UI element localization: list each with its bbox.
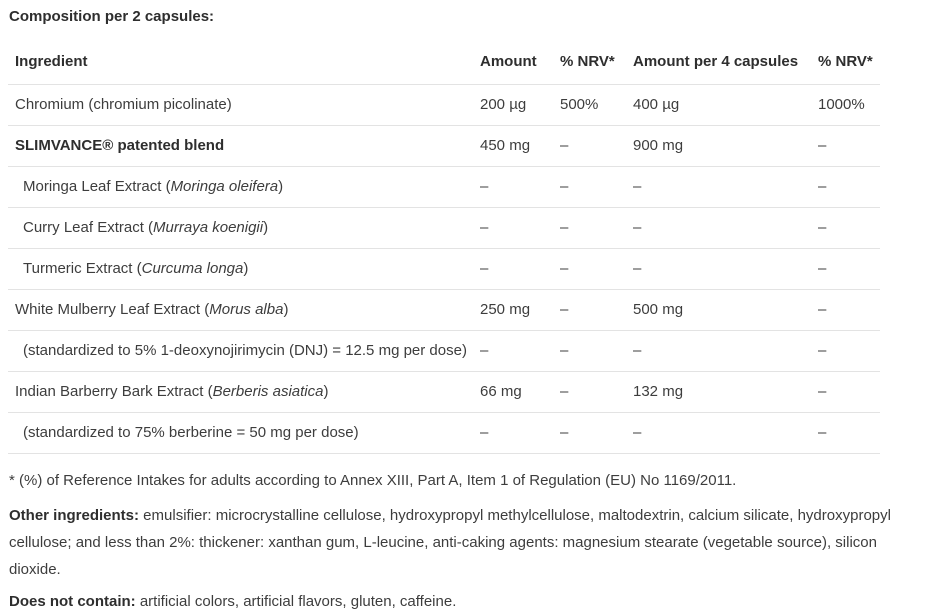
nrv-cell: – (560, 330, 633, 372)
header-row: Ingredient Amount % NRV* Amount per 4 ca… (8, 39, 880, 85)
nrv-cell: 500% (560, 84, 633, 126)
amount-4-cell: 132 mg (633, 371, 818, 413)
nrv-4-cell: – (818, 289, 880, 331)
nrv-reference-note: * (%) of Reference Intakes for adults ac… (9, 471, 737, 489)
ingredient-cell: Indian Barberry Bark Extract (Berberis a… (8, 371, 480, 413)
amount-4-cell: 900 mg (633, 125, 818, 167)
amount-cell: – (480, 248, 560, 290)
amount-4-cell: – (633, 330, 818, 372)
table-row: Turmeric Extract (Curcuma longa) – – – – (8, 248, 880, 290)
ingredient-cell: White Mulberry Leaf Extract (Morus alba) (8, 289, 480, 331)
nrv-4-cell: – (818, 330, 880, 372)
amount-cell: – (480, 207, 560, 249)
amount-cell: 450 mg (480, 125, 560, 167)
amount-cell: – (480, 166, 560, 208)
table-row: SLIMVANCE® patented blend 450 mg – 900 m… (8, 125, 880, 167)
col-header-nrv: % NRV* (560, 39, 633, 85)
nrv-cell: – (560, 371, 633, 413)
nrv-4-cell: – (818, 207, 880, 249)
does-not-contain-text: artificial colors, artificial flavors, g… (135, 592, 457, 610)
nrv-4-cell: – (818, 248, 880, 290)
amount-4-cell: – (633, 166, 818, 208)
amount-4-cell: – (633, 248, 818, 290)
ingredient-cell: SLIMVANCE® patented blend (8, 125, 480, 167)
other-ingredients-note: Other ingredients: emulsifier: microcrys… (9, 502, 926, 583)
col-header-nrv-4: % NRV* (818, 39, 880, 85)
ingredient-cell: (standardized to 75% berberine = 50 mg p… (8, 412, 480, 454)
amount-cell: 200 µg (480, 84, 560, 126)
nrv-4-cell: 1000% (818, 84, 880, 126)
page-title: Composition per 2 capsules: (9, 8, 215, 25)
col-header-amount: Amount (480, 39, 560, 85)
nrv-4-cell: – (818, 371, 880, 413)
table-row: Moringa Leaf Extract (Moringa oleifera) … (8, 166, 880, 208)
ingredient-cell: (standardized to 5% 1-deoxynojirimycin (… (8, 330, 480, 372)
nrv-cell: – (560, 289, 633, 331)
amount-cell: – (480, 330, 560, 372)
amount-4-cell: – (633, 207, 818, 249)
nrv-4-cell: – (818, 166, 880, 208)
table-row: Indian Barberry Bark Extract (Berberis a… (8, 371, 880, 413)
amount-4-cell: 500 mg (633, 289, 818, 331)
composition-table: Ingredient Amount % NRV* Amount per 4 ca… (8, 39, 880, 454)
nrv-4-cell: – (818, 125, 880, 167)
does-not-contain-note: Does not contain: artificial colors, art… (9, 588, 927, 615)
amount-cell: – (480, 412, 560, 454)
other-ingredients-label: Other ingredients: (9, 506, 140, 524)
ingredient-cell: Moringa Leaf Extract (Moringa oleifera) (8, 166, 480, 208)
table-row: (standardized to 75% berberine = 50 mg p… (8, 412, 880, 454)
col-header-ingredient: Ingredient (8, 39, 480, 85)
footnotes-section: * (%) of Reference Intakes for adults ac… (9, 467, 927, 615)
table-row: (standardized to 5% 1-deoxynojirimycin (… (8, 330, 880, 372)
amount-cell: 66 mg (480, 371, 560, 413)
table-row: Chromium (chromium picolinate) 200 µg 50… (8, 84, 880, 126)
amount-cell: 250 mg (480, 289, 560, 331)
table-header: Ingredient Amount % NRV* Amount per 4 ca… (8, 39, 880, 85)
nrv-cell: – (560, 412, 633, 454)
nrv-cell: – (560, 125, 633, 167)
nrv-cell: – (560, 207, 633, 249)
ingredient-cell: Curry Leaf Extract (Murraya koenigii) (8, 207, 480, 249)
col-header-amount-4-capsules: Amount per 4 capsules (633, 39, 818, 85)
nrv-cell: – (560, 166, 633, 208)
ingredient-cell: Chromium (chromium picolinate) (8, 84, 480, 126)
amount-4-cell: 400 µg (633, 84, 818, 126)
does-not-contain-label: Does not contain: (9, 592, 136, 610)
other-ingredients-text: emulsifier: microcrystalline cellulose, … (9, 506, 891, 578)
nrv-4-cell: – (818, 412, 880, 454)
table-row: Curry Leaf Extract (Murraya koenigii) – … (8, 207, 880, 249)
amount-4-cell: – (633, 412, 818, 454)
ingredient-cell: Turmeric Extract (Curcuma longa) (8, 248, 480, 290)
table-row: White Mulberry Leaf Extract (Morus alba)… (8, 289, 880, 331)
nrv-cell: – (560, 248, 633, 290)
